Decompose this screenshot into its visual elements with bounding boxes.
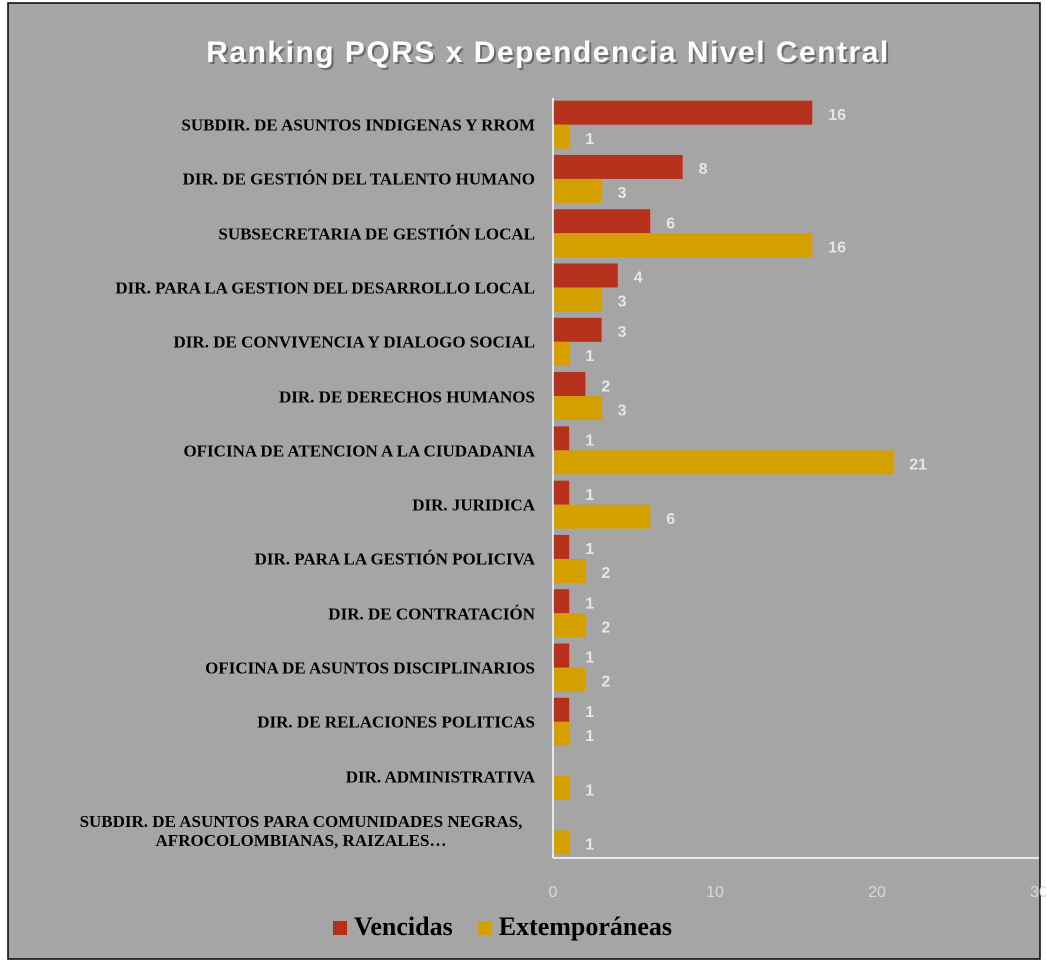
bar <box>553 396 602 421</box>
data-label: 1 <box>585 837 594 854</box>
y-tick-label: DIR. DE CONVIVENCIA Y DIALOGO SOCIAL <box>173 332 535 352</box>
data-label: 3 <box>618 185 627 202</box>
data-label: 6 <box>666 215 675 232</box>
bar <box>553 124 570 149</box>
data-label: 21 <box>909 457 927 474</box>
legend-label: Extemporáneas <box>499 912 672 941</box>
y-tick-label: SUBSECRETARIA DE GESTIÓN LOCAL <box>218 224 535 244</box>
data-label: 2 <box>601 619 610 636</box>
data-label: 1 <box>585 595 594 612</box>
chart-background <box>7 2 1041 960</box>
bar <box>553 372 586 397</box>
data-label: 4 <box>634 270 643 287</box>
data-label: 16 <box>828 239 846 256</box>
bar <box>553 178 602 203</box>
legend-swatch <box>333 921 347 935</box>
x-tick-label: 10 <box>706 884 724 901</box>
bar <box>553 504 651 529</box>
data-label: 6 <box>666 511 675 528</box>
y-tick-label: DIR. PARA LA GESTIÓN POLICIVA <box>254 549 535 569</box>
y-tick-label: DIR. DE DERECHOS HUMANOS <box>279 387 535 407</box>
x-tick-label: 30 <box>1030 884 1046 901</box>
bar <box>553 589 570 614</box>
y-tick-label: DIR. JURIDICA <box>412 495 535 515</box>
data-label: 2 <box>601 378 610 395</box>
y-tick-label: DIR. DE GESTIÓN DEL TALENTO HUMANO <box>182 169 535 189</box>
data-label: 2 <box>601 674 610 691</box>
y-tick-label: DIR. PARA LA GESTION DEL DESARROLLO LOCA… <box>115 278 535 298</box>
bar <box>553 263 618 288</box>
chart-title: Ranking PQRS x Dependencia Nivel Central <box>206 36 890 69</box>
bar <box>553 287 602 312</box>
bar <box>553 613 586 638</box>
data-label: 3 <box>618 402 627 419</box>
bar <box>553 697 570 722</box>
y-tick-label: SUBDIR. DE ASUNTOS INDIGENAS Y RROM <box>181 115 535 135</box>
data-label: 1 <box>585 650 594 667</box>
y-tick-label: SUBDIR. DE ASUNTOS PARA COMUNIDADES NEGR… <box>79 811 523 850</box>
data-label: 1 <box>585 782 594 799</box>
bar <box>553 643 570 668</box>
bar <box>553 317 602 342</box>
data-label: 1 <box>585 728 594 745</box>
chart-title-shadow: Ranking PQRS x Dependencia Nivel Central <box>208 38 892 71</box>
x-tick-label: 0 <box>549 884 558 901</box>
bar <box>553 776 570 801</box>
legend-swatch <box>477 921 492 935</box>
bar <box>553 721 570 746</box>
data-label: 3 <box>618 324 627 341</box>
data-label: 1 <box>585 348 594 365</box>
y-tick-label: DIR. DE CONTRATACIÓN <box>328 604 535 624</box>
data-label: 3 <box>618 294 627 311</box>
data-label: 1 <box>585 541 594 558</box>
bar <box>553 450 894 475</box>
data-label: 8 <box>699 161 708 178</box>
bar <box>553 154 683 179</box>
legend-label: Vencidas <box>354 912 453 941</box>
data-label: 1 <box>585 704 594 721</box>
data-label: 1 <box>585 131 594 148</box>
bar <box>553 209 651 234</box>
data-label: 16 <box>828 107 846 124</box>
bar <box>553 426 570 451</box>
y-tick-label: OFICINA DE ATENCION A LA CIUDADANIA <box>183 441 535 461</box>
y-tick-label: DIR. ADMINISTRATIVA <box>345 767 535 787</box>
y-tick-label: OFICINA DE ASUNTOS DISCIPLINARIOS <box>205 658 535 678</box>
bar <box>553 341 570 366</box>
bar <box>553 233 813 258</box>
data-label: 1 <box>585 433 594 450</box>
x-tick-label: 20 <box>868 884 886 901</box>
data-label: 1 <box>585 487 594 504</box>
bar <box>553 830 570 855</box>
y-tick-label: DIR. DE RELACIONES POLITICAS <box>257 712 535 732</box>
bar <box>553 100 813 125</box>
bar <box>553 558 586 583</box>
bar <box>553 534 570 559</box>
bar <box>553 480 570 505</box>
bar <box>553 667 586 692</box>
data-label: 2 <box>601 565 610 582</box>
